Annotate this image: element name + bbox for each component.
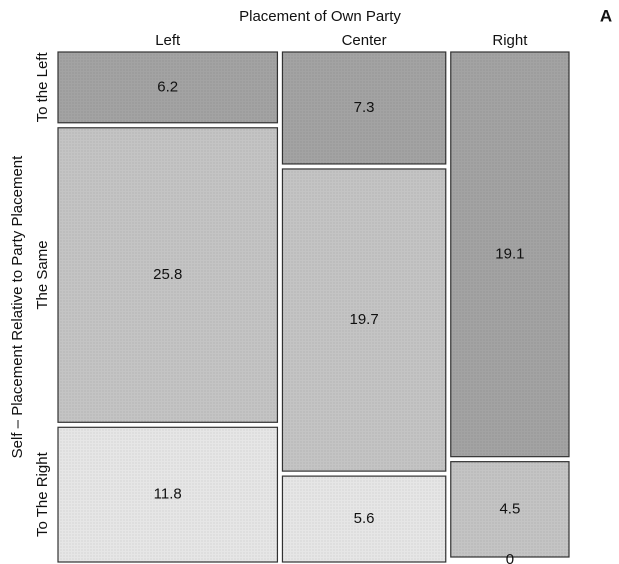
cell-label: 5.6 bbox=[354, 510, 375, 527]
x-category-label: Right bbox=[492, 32, 528, 49]
cell-label: 4.5 bbox=[499, 500, 520, 517]
x-category-label: Left bbox=[155, 32, 181, 49]
chart-title: Placement of Own Party bbox=[239, 8, 401, 25]
cell-label: 19.7 bbox=[349, 311, 378, 328]
cell-label: 0 bbox=[506, 551, 514, 564]
cell-label: 6.2 bbox=[157, 78, 178, 95]
row-label: To The Right bbox=[34, 451, 51, 537]
cell-label: 7.3 bbox=[354, 99, 375, 116]
cell-label: 19.1 bbox=[495, 245, 524, 262]
row-label: To the Left bbox=[34, 52, 51, 123]
cell-label: 25.8 bbox=[153, 266, 182, 283]
row-label: The Same bbox=[34, 240, 51, 309]
panel-label: A bbox=[600, 6, 612, 25]
cell-label: 11.8 bbox=[154, 486, 182, 503]
y-axis-title: Self – Placement Relative to Party Place… bbox=[9, 155, 26, 458]
x-category-label: Center bbox=[342, 32, 387, 49]
